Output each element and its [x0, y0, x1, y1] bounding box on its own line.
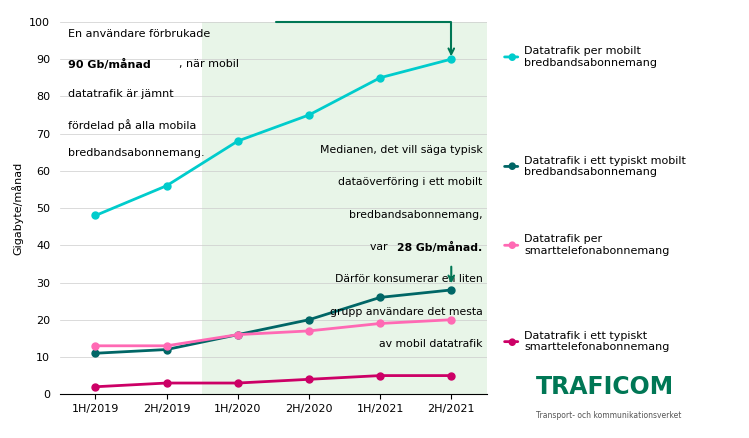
Text: datatrafik är jämnt: datatrafik är jämnt [68, 89, 174, 99]
Text: TRAFICOM: TRAFICOM [536, 374, 673, 399]
Text: En användare förbrukade: En användare förbrukade [68, 29, 210, 39]
Text: Datatrafik i ett typiskt mobilt
bredbandsabonnemang: Datatrafik i ett typiskt mobilt bredband… [524, 155, 686, 177]
Text: av mobil datatrafik: av mobil datatrafik [379, 339, 482, 349]
Text: Datatrafik i ett typiskt
smarttelefonabonnemang: Datatrafik i ett typiskt smarttelefonabo… [524, 331, 670, 353]
Text: bredbandsabonnemang,: bredbandsabonnemang, [349, 209, 482, 219]
Text: var: var [370, 242, 391, 252]
Text: dataöverföring i ett mobilt: dataöverföring i ett mobilt [339, 177, 482, 187]
Text: Därför konsumerar en liten: Därför konsumerar en liten [335, 274, 482, 284]
Text: 28 Gb/månad.: 28 Gb/månad. [397, 242, 482, 253]
Bar [202, 22, 494, 394]
Text: Datatrafik per
smarttelefonabonnemang: Datatrafik per smarttelefonabonnemang [524, 234, 670, 256]
Text: ●: ● [507, 162, 515, 171]
Text: Transport- och kommunikationsverket: Transport- och kommunikationsverket [536, 411, 681, 420]
Text: Datatrafik per mobilt
bredbandsabonnemang: Datatrafik per mobilt bredbandsabonneman… [524, 46, 658, 68]
Text: fördelad på alla mobila: fördelad på alla mobila [68, 119, 197, 131]
Y-axis label: Gigabyte/månad: Gigabyte/månad [12, 162, 24, 254]
Text: bredbandsabonnemang.: bredbandsabonnemang. [68, 148, 205, 159]
Text: Medianen, det vill säga typisk: Medianen, det vill säga typisk [320, 145, 482, 155]
Text: ●: ● [507, 240, 515, 250]
Text: ●: ● [507, 52, 515, 62]
Text: 90 Gb/månad: 90 Gb/månad [68, 59, 151, 70]
Text: grupp användare det mesta: grupp användare det mesta [330, 307, 482, 317]
Text: , när mobil: , när mobil [180, 59, 240, 69]
Text: ●: ● [507, 337, 515, 346]
